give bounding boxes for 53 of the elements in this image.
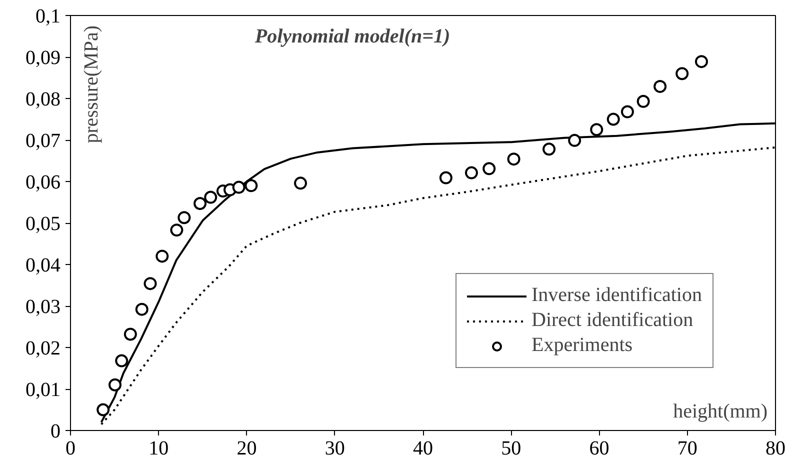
x-tick-label: 40 — [413, 438, 433, 460]
point — [170, 224, 184, 237]
point — [507, 152, 520, 166]
y-tick-label: 0,07 — [26, 130, 60, 152]
y-tick-label: 0,04 — [26, 254, 60, 276]
legend-label: Inverse identification — [532, 284, 702, 307]
point — [606, 112, 620, 126]
legend-label: Direct identification — [532, 309, 694, 332]
point — [194, 197, 207, 210]
y-axis-title: pressure(MPa) — [80, 25, 102, 144]
point — [542, 142, 556, 156]
point — [204, 190, 218, 204]
point — [108, 378, 122, 392]
point — [464, 166, 478, 180]
point — [96, 403, 110, 416]
point — [568, 134, 582, 147]
point — [124, 328, 137, 341]
point — [694, 55, 708, 68]
x-tick-label: 80 — [766, 438, 786, 460]
y-tick-label: 0,06 — [26, 172, 60, 194]
point — [178, 211, 191, 224]
point — [636, 94, 650, 108]
x-tick-label: 10 — [148, 438, 169, 460]
point — [156, 250, 169, 263]
x-tick-label: 70 — [677, 438, 698, 460]
y-tick-label: 0,09 — [26, 47, 60, 69]
point — [439, 171, 452, 184]
y-tick-label: 0 — [50, 420, 60, 442]
x-tick-label: 50 — [501, 438, 522, 460]
text: Polynomial model(n=1) — [254, 26, 450, 48]
point — [482, 162, 496, 176]
point — [590, 123, 604, 136]
point — [654, 80, 667, 93]
y-tick-label: 0,05 — [26, 213, 60, 235]
y-tick-label: 0,1 — [36, 6, 60, 28]
point — [676, 67, 689, 80]
x-tick-label: 30 — [324, 438, 345, 460]
y-tick-label: 0,08 — [26, 88, 60, 110]
x-tick-label: 0 — [66, 438, 76, 460]
point — [135, 302, 148, 316]
y-tick-label: 0,01 — [26, 379, 60, 401]
point — [620, 105, 634, 118]
point — [294, 176, 308, 190]
point — [244, 179, 258, 192]
point — [232, 180, 246, 194]
x-axis-title: height(mm) — [673, 400, 768, 422]
x-tick-label: 60 — [589, 438, 610, 460]
y-tick-label: 0,02 — [26, 338, 60, 360]
x-tick-label: 20 — [236, 438, 257, 460]
y-tick-label: 0,03 — [26, 296, 60, 318]
point — [144, 277, 157, 290]
point — [115, 354, 128, 368]
legend-label: Experiments — [532, 334, 633, 357]
